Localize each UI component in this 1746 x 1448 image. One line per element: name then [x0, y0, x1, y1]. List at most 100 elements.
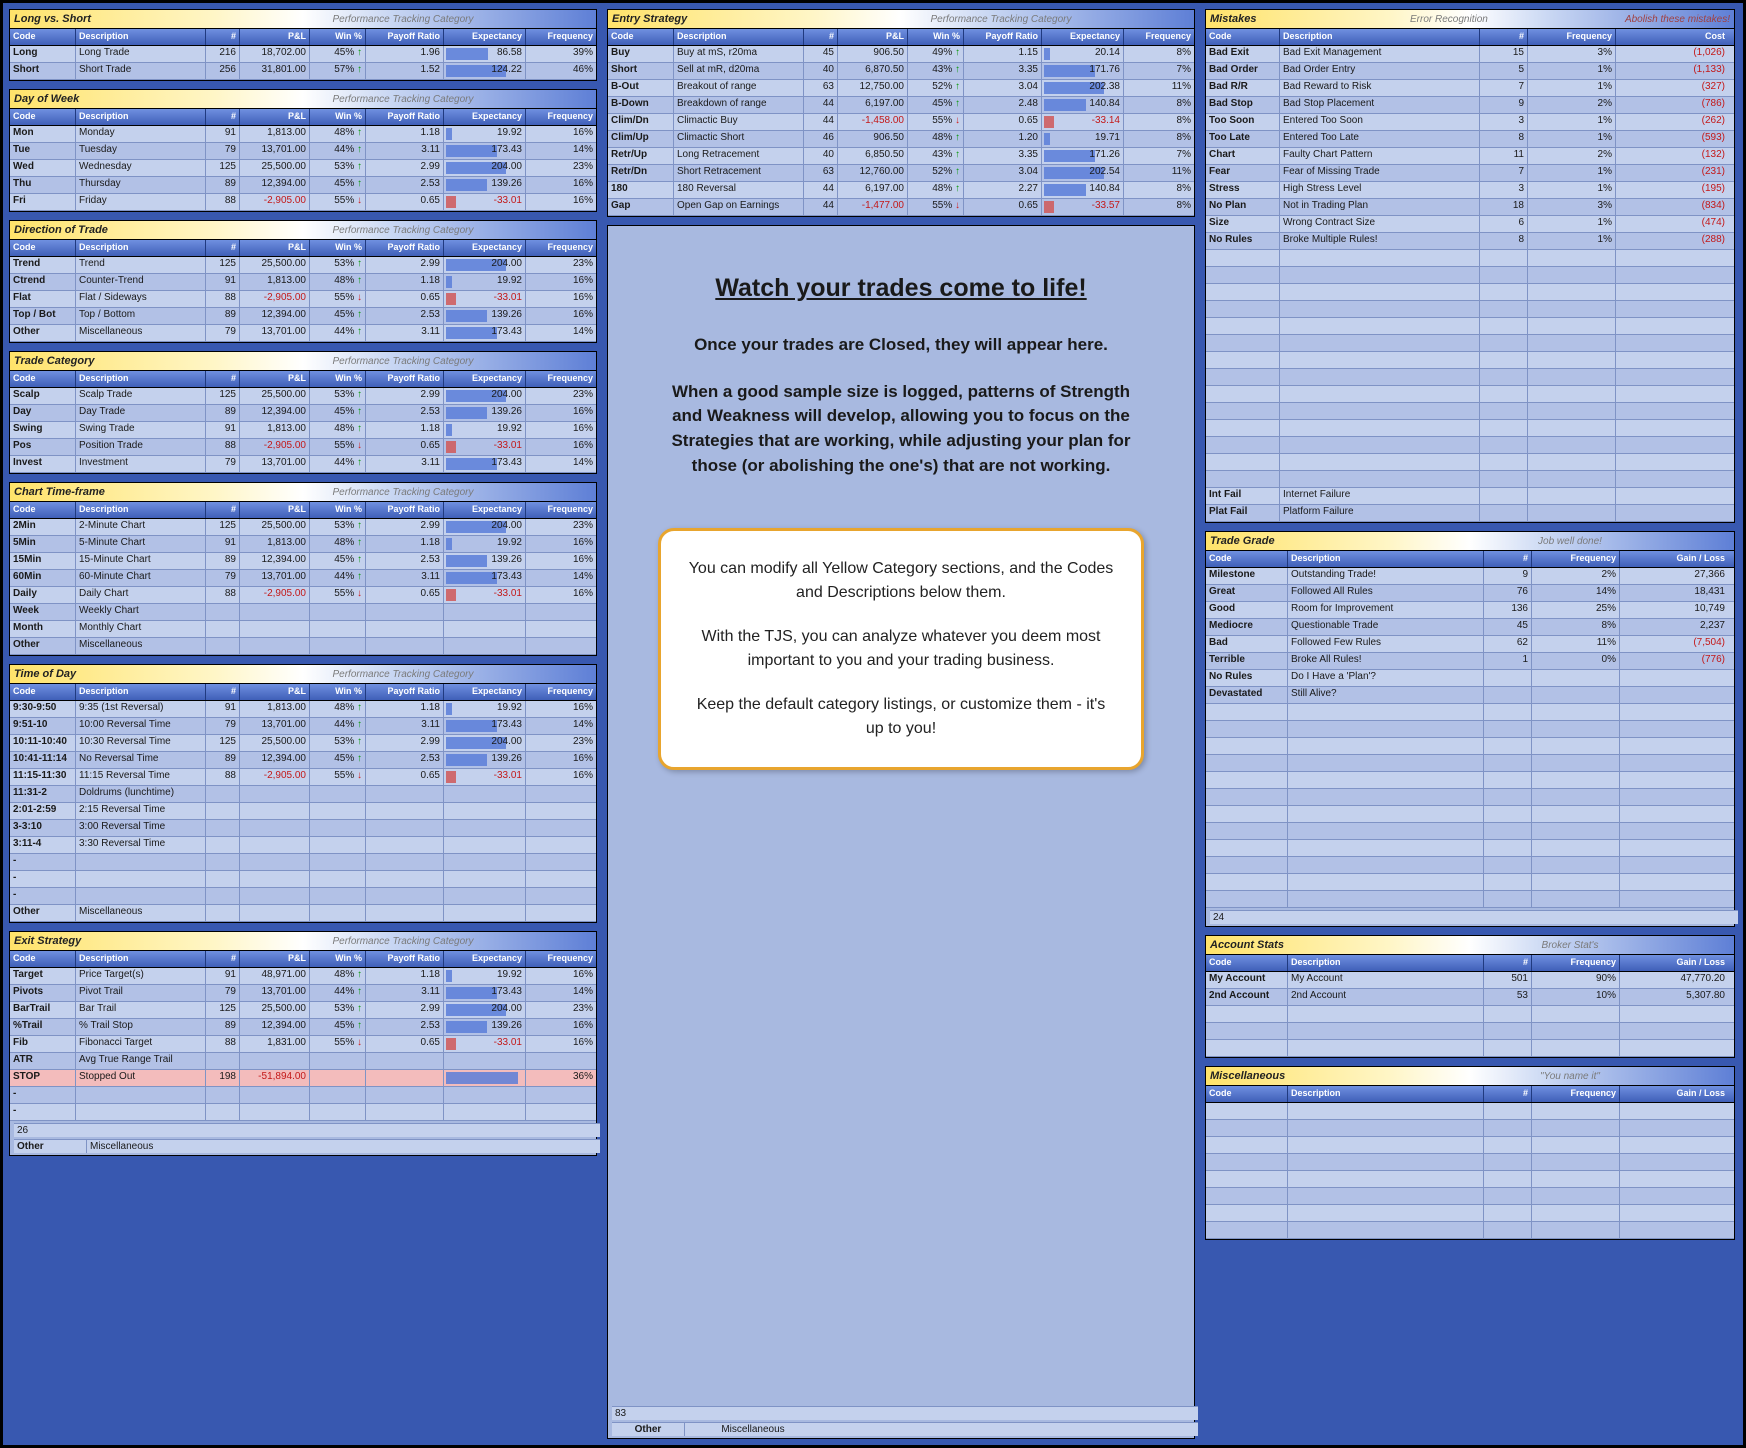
cell: [526, 1087, 596, 1103]
cell: [1532, 1205, 1620, 1221]
cell: [526, 803, 596, 819]
cell: 13,701.00: [240, 985, 310, 1001]
cell: 43%: [908, 63, 964, 79]
cell: [206, 888, 240, 904]
cell: [1480, 369, 1528, 385]
cell: ATR: [10, 1053, 76, 1069]
panel-title: Chart Time-frame: [14, 486, 214, 498]
cell: 2.53: [366, 177, 444, 193]
table-row: CtrendCounter-Trend911,813.0048%1.1819.9…: [10, 274, 596, 291]
cell: 0.65: [366, 439, 444, 455]
cell: 79: [206, 985, 240, 1001]
table-row: B-OutBreakout of range6312,750.0052%3.04…: [608, 80, 1194, 97]
cell: [366, 803, 444, 819]
cell: [1206, 1154, 1288, 1170]
cell: Bad R/R: [1206, 80, 1280, 96]
table-row: OtherMiscellaneous: [10, 638, 596, 655]
cell: Short Trade: [76, 63, 206, 79]
col-header: Win %: [310, 371, 366, 387]
cell: [526, 1053, 596, 1069]
cell: [1206, 1023, 1288, 1039]
cell: 91: [206, 422, 240, 438]
cell: [366, 1053, 444, 1069]
cell: 89: [206, 1019, 240, 1035]
cell: 18: [1480, 199, 1528, 215]
table-row: [1206, 874, 1734, 891]
cell: Internet Failure: [1280, 488, 1480, 504]
table-row: Bad R/RBad Reward to Risk71%(327): [1206, 80, 1734, 97]
cell: 88: [206, 587, 240, 603]
cell: Fear of Missing Trade: [1280, 165, 1480, 181]
cell: [240, 786, 310, 802]
table-row: STOPStopped Out198-51,894.0036%: [10, 1070, 596, 1087]
table-row: InvestInvestment7913,701.0044%3.11173.43…: [10, 456, 596, 473]
cell: 171.76: [1042, 63, 1124, 79]
cell: [240, 1053, 310, 1069]
cell: 23%: [526, 388, 596, 404]
col-header: Frequency: [526, 29, 596, 45]
cell: [1528, 352, 1616, 368]
table-row: PivotsPivot Trail7913,701.0044%3.11173.4…: [10, 985, 596, 1002]
cell: 57%: [310, 63, 366, 79]
callout-p1: You can modify all Yellow Category secti…: [687, 557, 1115, 605]
cell: 7%: [1124, 63, 1194, 79]
cell: 7%: [1124, 148, 1194, 164]
cell: Stopped Out: [76, 1070, 206, 1086]
table-body: LongLong Trade21618,702.0045%1.9686.5839…: [10, 46, 596, 80]
cell: [1532, 857, 1620, 873]
cell: 48,971.00: [240, 968, 310, 984]
cell: 19.92: [444, 968, 526, 984]
cell: Ctrend: [10, 274, 76, 290]
cell: Day Trade: [76, 405, 206, 421]
cell: 3: [1480, 114, 1528, 130]
cell: Miscellaneous: [76, 638, 206, 654]
cell: [1480, 437, 1528, 453]
cell: 0.65: [366, 769, 444, 785]
cell: [1532, 874, 1620, 890]
cell: Other: [10, 325, 76, 341]
table-row: [1206, 1205, 1734, 1222]
cell: [1480, 335, 1528, 351]
col-header: Payoff Ratio: [366, 29, 444, 45]
cell: [1620, 1023, 1728, 1039]
table-row: [1206, 755, 1734, 772]
table-header: CodeDescription#FrequencyGain / Loss: [1206, 1086, 1734, 1103]
cell: 140.84: [1042, 182, 1124, 198]
cell: [1206, 1205, 1288, 1221]
cell: 14%: [526, 143, 596, 159]
cell: Investment: [76, 456, 206, 472]
cell: (288): [1616, 233, 1728, 249]
cell: [1616, 301, 1728, 317]
cell: Mediocre: [1206, 619, 1288, 635]
table-row: [1206, 891, 1734, 908]
cell: 25,500.00: [240, 1002, 310, 1018]
cell: Gap: [608, 199, 674, 215]
cell: 5: [1480, 63, 1528, 79]
table-row: -: [10, 1104, 596, 1121]
cell: Clim/Up: [608, 131, 674, 147]
cell: [1532, 1006, 1620, 1022]
cell: 45%: [310, 553, 366, 569]
cell: 13,701.00: [240, 718, 310, 734]
cell: [1480, 505, 1528, 521]
col-header: Description: [76, 951, 206, 967]
col-header: Expectancy: [444, 951, 526, 967]
panel-title: Trade Grade: [1210, 535, 1410, 547]
col-header: Win %: [310, 240, 366, 256]
cell: [1484, 840, 1532, 856]
table-header: CodeDescription#P&LWin %Payoff RatioExpe…: [10, 240, 596, 257]
table-row: [1206, 1171, 1734, 1188]
cell: Fear: [1206, 165, 1280, 181]
cell: -33.01: [444, 439, 526, 455]
cell: 19.92: [444, 422, 526, 438]
cell: [1206, 1137, 1288, 1153]
cell: 3%: [1528, 199, 1616, 215]
cell: Fib: [10, 1036, 76, 1052]
cell: Milestone: [1206, 568, 1288, 584]
cell: [1484, 806, 1532, 822]
cell: 25,500.00: [240, 160, 310, 176]
cell: Chart: [1206, 148, 1280, 164]
cell: 136: [1484, 602, 1532, 618]
col-header: Frequency: [526, 502, 596, 518]
cell: 140.84: [1042, 97, 1124, 113]
